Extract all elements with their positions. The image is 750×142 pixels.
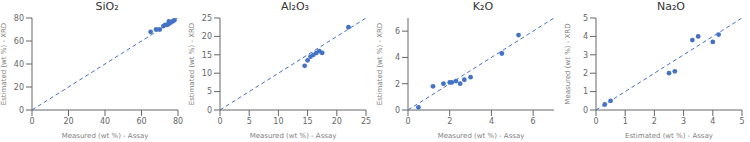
html-text:K₂O: K₂O <box>472 0 494 13</box>
html-text:SiO₂: SiO₂ <box>95 0 119 13</box>
svg-text:Measured (wt %) - XRD: Measured (wt %) - XRD <box>564 23 572 104</box>
svg-text:4: 4 <box>583 32 588 41</box>
svg-text:5: 5 <box>247 117 252 126</box>
svg-text:2: 2 <box>583 69 588 78</box>
svg-text:3: 3 <box>583 51 588 60</box>
svg-text:40: 40 <box>14 60 24 69</box>
svg-text:1: 1 <box>623 117 628 126</box>
svg-text:2: 2 <box>652 117 657 126</box>
svg-text:5: 5 <box>739 117 742 126</box>
svg-text:20: 20 <box>202 32 212 41</box>
svg-text:15: 15 <box>303 117 313 126</box>
svg-text:25: 25 <box>202 14 212 23</box>
svg-text:4: 4 <box>710 117 715 126</box>
svg-text:Estimated (wt %) - XRD: Estimated (wt %) - XRD <box>376 23 384 105</box>
svg-text:5: 5 <box>583 14 588 23</box>
svg-text:5: 5 <box>207 87 212 96</box>
svg-text:Measured (wt %) - Assay: Measured (wt %) - Assay <box>438 132 525 140</box>
svg-text:10: 10 <box>273 117 283 126</box>
svg-text:Measured (wt %) - Assay: Measured (wt %) - Assay <box>250 132 337 140</box>
svg-text:3: 3 <box>681 117 686 126</box>
svg-text:40: 40 <box>100 117 110 126</box>
svg-text:20: 20 <box>63 117 73 126</box>
svg-text:2: 2 <box>447 117 452 126</box>
svg-text:6: 6 <box>531 117 536 126</box>
svg-text:4: 4 <box>489 117 494 126</box>
svg-text:0: 0 <box>405 117 410 126</box>
svg-text:6: 6 <box>395 27 400 36</box>
svg-text:20: 20 <box>332 117 342 126</box>
svg-text:0: 0 <box>217 117 222 126</box>
svg-text:Measured (wt %) - Assay: Measured (wt %) - Assay <box>62 132 149 140</box>
svg-text:4: 4 <box>395 53 400 62</box>
svg-text:2: 2 <box>395 80 400 89</box>
svg-text:Estimated (wt %) - XRD: Estimated (wt %) - XRD <box>8 23 9 105</box>
svg-text:80: 80 <box>173 117 183 126</box>
html-text:Al₂O₃: Al₂O₃ <box>281 0 309 13</box>
svg-text:0: 0 <box>583 106 588 115</box>
svg-text:25: 25 <box>361 117 371 126</box>
svg-text:15: 15 <box>202 51 212 60</box>
svg-text:60: 60 <box>136 117 146 126</box>
svg-text:0: 0 <box>593 117 598 126</box>
svg-text:80: 80 <box>14 14 24 23</box>
html-text:Na₂O: Na₂O <box>657 0 685 13</box>
svg-text:Estimated (wt %) - XRD: Estimated (wt %) - XRD <box>188 23 196 105</box>
svg-text:Estimated (wt %) - Assay: Estimated (wt %) - Assay <box>625 132 713 140</box>
svg-text:0: 0 <box>19 106 24 115</box>
svg-text:1: 1 <box>583 87 588 96</box>
svg-text:0: 0 <box>29 117 34 126</box>
svg-text:20: 20 <box>14 83 24 92</box>
svg-text:60: 60 <box>14 37 24 46</box>
svg-text:0: 0 <box>395 106 400 115</box>
svg-text:10: 10 <box>202 69 212 78</box>
svg-text:0: 0 <box>207 106 212 115</box>
